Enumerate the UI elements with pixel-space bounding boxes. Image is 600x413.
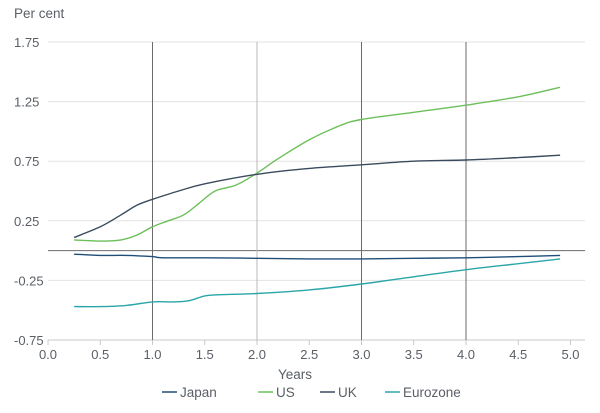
legend-label-us: US [276, 385, 295, 400]
x-tick-label: 3.0 [352, 347, 370, 362]
x-tick-label: 0.5 [91, 347, 109, 362]
x-tick-label: 1.5 [196, 347, 214, 362]
legend: Japan US UK Eurozone [162, 385, 461, 400]
x-tick-label: 3.5 [405, 347, 423, 362]
y-axis-title: Per cent [14, 6, 65, 21]
y-tick-label: 1.25 [14, 95, 39, 110]
x-tick-label: 2.0 [248, 347, 266, 362]
y-tick-label: 0.75 [14, 154, 39, 169]
y-tick-label: 0.25 [14, 214, 39, 229]
x-tick-label: 0.0 [39, 347, 57, 362]
y-tick-label: 1.75 [14, 35, 39, 50]
y-axis-ticks: -0.75 -0.25 0.25 0.75 1.25 1.75 [14, 35, 44, 348]
legend-label-japan: Japan [180, 385, 217, 400]
x-tick-label: 4.0 [457, 347, 475, 362]
x-axis-title: Years [278, 367, 312, 382]
reference-vertical-lines [152, 42, 467, 340]
y-tick-label: -0.25 [14, 273, 44, 288]
x-tick-label: 5.0 [561, 347, 579, 362]
series-line-uk [73, 154, 561, 239]
x-tick-label: 1.0 [143, 347, 161, 362]
gridlines [48, 41, 585, 341]
series-lines [73, 86, 561, 308]
x-tick-label: 4.5 [509, 347, 527, 362]
x-tick-label: 2.5 [300, 347, 318, 362]
series-line-us [74, 86, 561, 242]
series-line-eurozone [74, 258, 561, 308]
y-tick-label: -0.75 [14, 333, 44, 348]
legend-label-eurozone: Eurozone [403, 385, 461, 400]
x-axis-ticks: 0.0 0.5 1.0 1.5 2.0 2.5 3.0 3.5 4.0 4.5 5.0 [39, 340, 580, 362]
series-line-japan [74, 253, 561, 260]
legend-label-uk: UK [338, 385, 357, 400]
